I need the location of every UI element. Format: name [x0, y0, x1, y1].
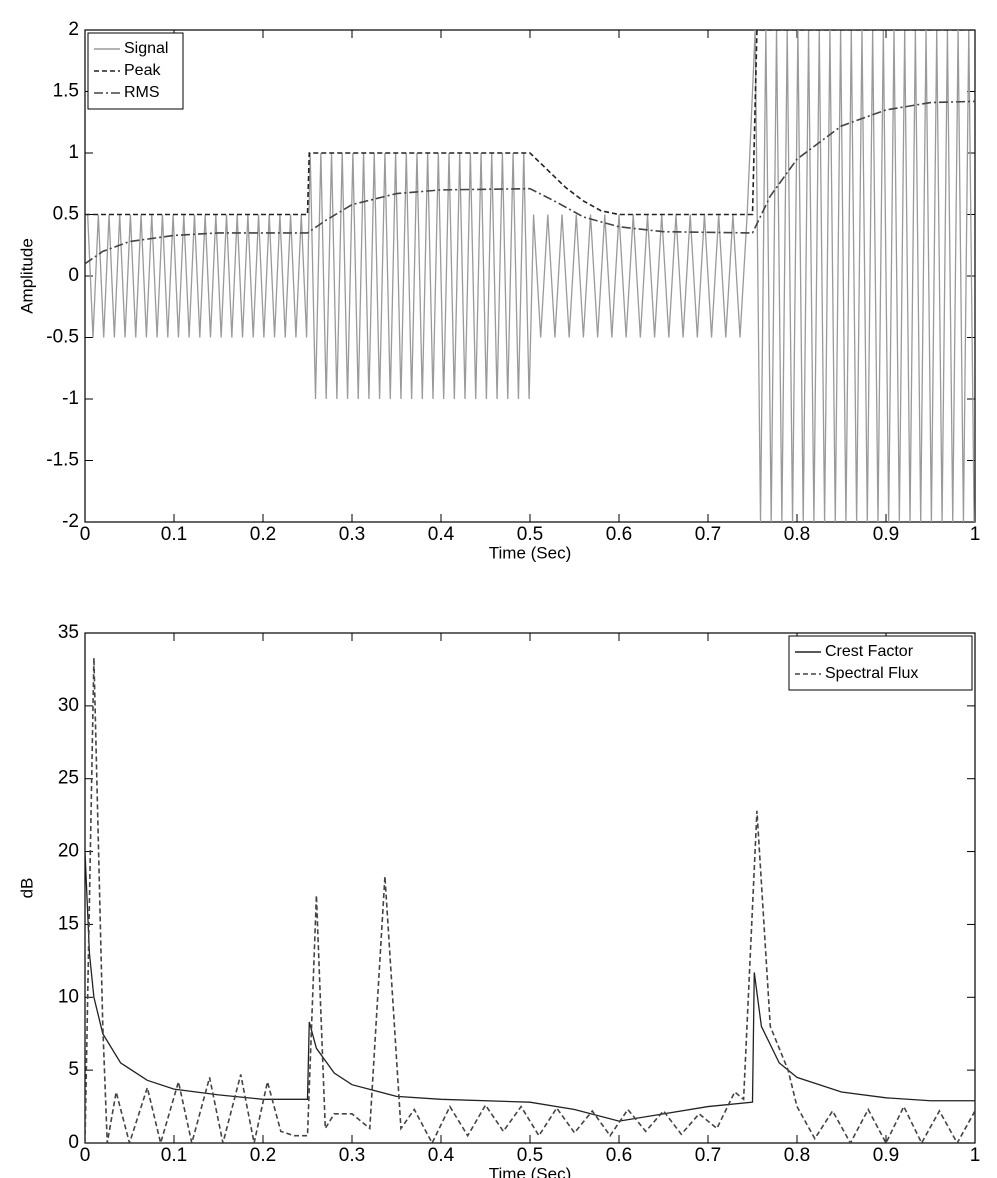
x-tick-label: 0.3 — [339, 1145, 365, 1166]
legend-box — [788, 635, 973, 691]
y-tick-label: 35 — [58, 622, 79, 643]
x-tick-label: 0.1 — [161, 524, 187, 545]
x-tick-label: 0.5 — [517, 524, 543, 545]
x-tick-label: 0.2 — [250, 524, 276, 545]
y-tick-label: -1 — [62, 388, 79, 409]
y-tick-label: 1.5 — [53, 81, 79, 102]
y-tick-label: 1 — [68, 142, 79, 163]
legend: Crest Factor Spectral Flux — [788, 635, 973, 691]
legend-label: Crest Factor — [825, 643, 914, 660]
y-tick-label: 15 — [58, 913, 79, 934]
series-line — [85, 657, 975, 1143]
y-tick-label: 0 — [68, 265, 79, 286]
x-tick-label: 0.4 — [428, 1145, 455, 1166]
x-tick-label: 0.9 — [873, 1145, 899, 1166]
y-tick-label: 5 — [68, 1059, 79, 1080]
x-tick-label: 0.7 — [695, 524, 721, 545]
x-tick-label: 0.1 — [161, 1145, 187, 1166]
y-tick-label: -2 — [62, 511, 79, 532]
plot: 0 0.1 0.2 0.3 0.4 0.5 0.6 0.7 0.8 0.9 105101520253… — [17, 622, 980, 1178]
x-tick-label: 1 — [970, 524, 981, 545]
x-tick-label: 0.5 — [517, 1145, 543, 1166]
x-tick-label: 0 — [80, 524, 91, 545]
y-axis-label: dB — [17, 878, 36, 899]
y-tick-label: 25 — [58, 768, 79, 789]
legend-box — [87, 32, 184, 110]
x-tick-label: 0.4 — [428, 524, 455, 545]
legend-label: RMS — [124, 84, 160, 101]
y-tick-label: -1.5 — [46, 450, 79, 471]
series-line — [85, 100, 975, 265]
x-tick-label: 0.9 — [873, 524, 899, 545]
legend: Signal Peak RMS — [87, 32, 184, 110]
x-tick-label: 0.6 — [606, 524, 632, 545]
x-tick-label: 0.7 — [695, 1145, 721, 1166]
y-tick-label: 30 — [58, 695, 79, 716]
series-line — [85, 851, 975, 1122]
plot: 0 0.1 0.2 0.3 0.4 0.5 0.6 0.7 0.8 0.9 1 -2 -1.5 -1 -0.… — [17, 19, 980, 562]
x-tick-label: 0.8 — [784, 1145, 810, 1166]
y-tick-label: 0.5 — [53, 204, 79, 225]
y-tick-label: 0 — [68, 1132, 79, 1153]
legend-label: Spectral Flux — [825, 665, 918, 682]
legend-label: Signal — [124, 40, 168, 57]
y-tick-label: 2 — [68, 19, 79, 40]
x-tick-label: 0.6 — [606, 1145, 632, 1166]
y-tick-label: 10 — [58, 986, 79, 1007]
y-axis-label: Amplitude — [17, 238, 36, 314]
series-line — [85, 30, 975, 216]
y-tick-label: -0.5 — [46, 327, 79, 348]
x-tick-label: 0.8 — [784, 524, 810, 545]
y-tick-label: 20 — [58, 841, 79, 862]
series-line — [87, 30, 975, 522]
x-tick-label: 0 — [80, 1145, 91, 1166]
x-axis-label: Time (Sec) — [489, 543, 572, 562]
axes-box — [84, 632, 976, 1144]
x-tick-label: 0.2 — [250, 1145, 276, 1166]
x-tick-label: 1 — [970, 1145, 981, 1166]
x-tick-label: 0.3 — [339, 524, 365, 545]
legend-label: Peak — [124, 62, 161, 79]
x-axis-label: Time (Sec) — [489, 1164, 572, 1178]
